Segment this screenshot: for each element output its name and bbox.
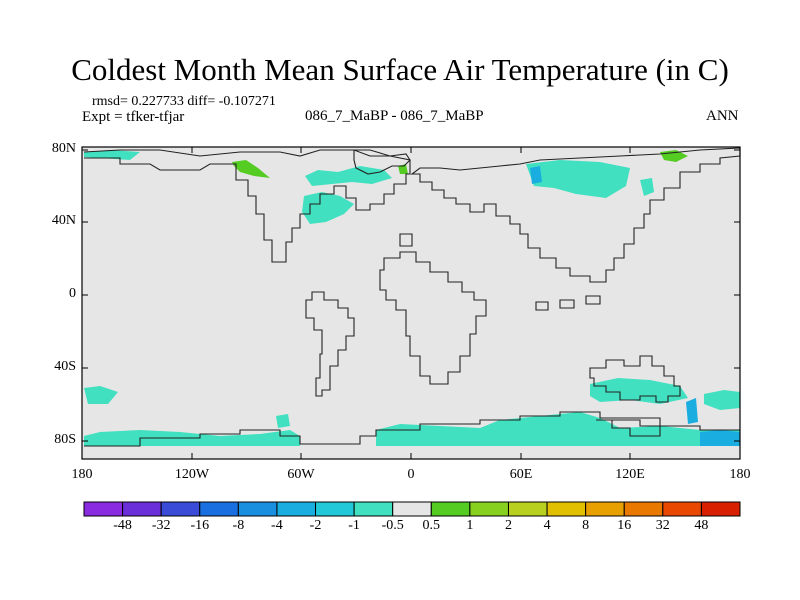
colorbar-label: 8: [582, 518, 590, 533]
lat-tick-label: 0: [69, 286, 76, 301]
map-plot-area: [82, 147, 740, 459]
coastline-greenland: [353, 149, 411, 175]
anomaly-patch-antarctic-small: [276, 414, 290, 428]
colorbar-box: [662, 501, 702, 517]
colorbar-box: [700, 501, 741, 517]
colorbar-box: [122, 501, 162, 517]
colorbar-box: [469, 501, 509, 517]
lon-tick-label: 120E: [615, 467, 645, 482]
coastline-south-america: [305, 291, 355, 397]
lat-tick-label: 80S: [54, 432, 76, 447]
colorbar-box: [199, 501, 239, 517]
coastlines: [83, 147, 741, 447]
colorbar-box: [392, 501, 432, 517]
colorbar-label: -32: [151, 518, 171, 533]
anomaly-patch-green-greenland: [232, 160, 270, 178]
lon-tick-label: 60W: [287, 467, 315, 482]
colorbar-box: [585, 501, 625, 517]
coastline-africa: [379, 251, 487, 385]
anomaly-patch-antarctica-deep: [700, 430, 740, 446]
anomaly-patch-southern-ocean-east: [590, 378, 688, 404]
colorbar-box: [83, 501, 124, 517]
coastline-indonesia: [535, 295, 601, 311]
anomaly-patch-canada-north: [305, 166, 392, 186]
colorbar-label: -1: [348, 518, 360, 533]
rmsd-diff-stats: rmsd= 0.227733 diff= -0.107271: [92, 94, 276, 109]
colorbar-box: [237, 501, 278, 517]
colorbar-label: 4: [543, 518, 551, 533]
anomaly-patch-siberia: [526, 160, 630, 198]
anomaly-patch-north-america: [302, 192, 354, 224]
lon-tick-label: 180: [729, 467, 751, 482]
colorbar-box: [546, 501, 587, 517]
lon-tick-label: 0: [407, 467, 415, 482]
lat-tick-label: 40N: [51, 213, 76, 228]
anomaly-patch-antarctica-east: [376, 412, 740, 446]
colorbar-box: [160, 501, 201, 517]
lat-tick-label: 40S: [54, 359, 76, 374]
anomaly-patch-south-tasman: [704, 390, 740, 410]
map-subtitle: 086_7_MaBP - 086_7_MaBP: [305, 108, 484, 124]
colorbar-label: 16: [617, 518, 632, 533]
colorbar-label: 2: [505, 518, 512, 533]
colorbar-label: -8: [232, 518, 245, 533]
colorbar-box: [623, 501, 664, 517]
coastline-caspian: [399, 233, 413, 247]
colorbar-label: 1: [466, 518, 474, 533]
anomaly-patch-south-deep: [686, 398, 698, 424]
colorbar-label: 32: [655, 518, 670, 533]
coastline-north-america: [83, 149, 411, 263]
lon-tick-label: 180: [71, 467, 93, 482]
colorbar-label: -0.5: [381, 518, 404, 533]
colorbar-box: [430, 501, 471, 517]
colorbar-box: [507, 501, 548, 517]
colorbar-label: 48: [694, 518, 709, 533]
anomaly-patch-south-pacific: [84, 386, 118, 404]
colorbar-label: -4: [271, 518, 283, 533]
colorbar-box: [353, 501, 394, 517]
lat-tick-label: 80N: [51, 141, 76, 156]
axis-ticks: [81, 147, 741, 459]
experiment-label: Expt = tfker-tfjar: [82, 109, 185, 125]
colorbar-label: -48: [113, 518, 132, 533]
coastline-eurasia: [410, 147, 741, 283]
colorbar-box: [276, 501, 317, 517]
season-label: ANN: [706, 108, 739, 124]
colorbar-label: -2: [309, 518, 322, 533]
map-title: Coldest Month Mean Surface Air Temperatu…: [71, 52, 729, 87]
coastline-australia: [589, 355, 681, 403]
anomaly-patch-siberia-deep: [530, 166, 542, 184]
colorbar-label: -16: [190, 518, 210, 533]
lon-tick-label: 60E: [509, 467, 533, 482]
colorbar: [83, 501, 741, 517]
colorbar-label: 0.5: [422, 518, 441, 533]
coastline-antarctic-island: [596, 419, 661, 437]
colorbar-box: [315, 501, 355, 517]
anomaly-patch-east-siberia: [640, 178, 654, 196]
coastline-antarctica: [84, 411, 740, 447]
lon-tick-label: 120W: [174, 467, 210, 482]
